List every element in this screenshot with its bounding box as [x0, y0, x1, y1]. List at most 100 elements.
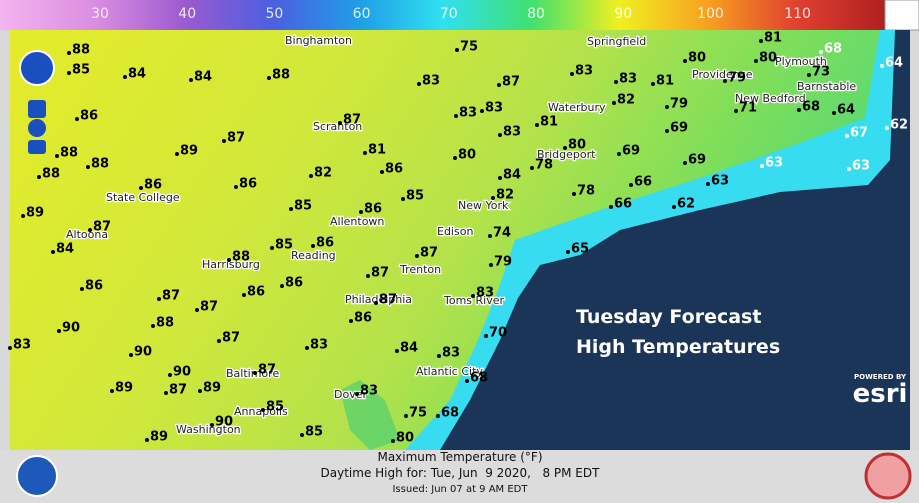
temperature: 68	[824, 42, 842, 57]
station-dot	[88, 228, 92, 232]
zoom-level[interactable]	[28, 119, 46, 137]
temperature: 87	[502, 75, 520, 90]
temperature: 69	[670, 121, 688, 136]
station-dot	[609, 205, 613, 209]
station-dot	[67, 71, 71, 75]
station-dot	[530, 166, 534, 170]
station-dot	[129, 353, 133, 357]
station-dot	[289, 207, 293, 211]
temperature: 89	[150, 430, 168, 445]
station-dot	[195, 308, 199, 312]
station-dot	[415, 254, 419, 258]
temperature: 85	[266, 400, 284, 415]
station-dot	[498, 176, 502, 180]
temperature: 81	[368, 143, 386, 158]
place-name: State College	[106, 191, 180, 204]
station-dot	[55, 154, 59, 158]
temperature: 81	[764, 31, 782, 46]
temperature: 64	[837, 103, 855, 118]
scale-label: 80	[527, 6, 545, 22]
temperature: 84	[503, 168, 521, 183]
zoom-in[interactable]	[28, 100, 46, 118]
station-dot	[465, 379, 469, 383]
station-dot	[395, 349, 399, 353]
temperature: 87	[162, 289, 180, 304]
station-dot	[123, 75, 127, 79]
temperature: 86	[285, 276, 303, 291]
temperature: 65	[571, 242, 589, 257]
temperature: 83	[619, 72, 637, 87]
station-dot	[797, 108, 801, 112]
temperature: 79	[670, 97, 688, 112]
temperature: 89	[203, 381, 221, 396]
temperature: 86	[239, 177, 257, 192]
station-dot	[391, 439, 395, 443]
temperature: 66	[634, 175, 652, 190]
station-dot	[488, 234, 492, 238]
place-name: Reading	[291, 249, 336, 262]
scale-label: 90	[614, 6, 632, 22]
station-dot	[885, 126, 889, 130]
station-dot	[168, 373, 172, 377]
noaa-logo[interactable]	[16, 455, 58, 497]
temperature: 88	[272, 68, 290, 83]
ocean	[440, 30, 910, 450]
station-dot	[355, 392, 359, 396]
station-dot	[417, 82, 421, 86]
temperature: 83	[422, 74, 440, 89]
scale-label: 40	[178, 6, 196, 22]
station-dot	[807, 73, 811, 77]
place-name: Philadelphia	[345, 293, 412, 306]
temperature: 87	[420, 246, 438, 261]
station-dot	[86, 165, 90, 169]
place-name: Waterbury	[548, 101, 606, 114]
temperature: 84	[128, 67, 146, 82]
station-dot	[374, 301, 378, 305]
nws-logo[interactable]	[864, 452, 912, 500]
zoom-out[interactable]	[28, 140, 46, 154]
place-name: Bridgeport	[537, 148, 596, 161]
temperature: 63	[765, 156, 783, 171]
temperature: 64	[885, 56, 903, 71]
temperature: 89	[180, 144, 198, 159]
place-name: Binghamton	[285, 34, 352, 47]
place-name: Baltimore	[226, 367, 279, 380]
map-title: Tuesday Forecast	[576, 306, 761, 328]
place-name: Dover	[334, 388, 367, 401]
temperature: 89	[115, 381, 133, 396]
temperature: 83	[503, 125, 521, 140]
station-dot	[8, 346, 12, 350]
temperature: 62	[677, 197, 695, 212]
place-name: Plymouth	[775, 55, 827, 68]
pan-control[interactable]	[19, 50, 55, 86]
station-dot	[242, 293, 246, 297]
scale-label: 30	[91, 6, 109, 22]
temperature: 86	[354, 311, 372, 326]
temperature: 68	[802, 100, 820, 115]
place-name: New York	[458, 199, 509, 212]
temperature: 80	[568, 138, 586, 153]
station-dot	[75, 117, 79, 121]
place-name: Harrisburg	[202, 258, 260, 271]
coastal-land	[340, 380, 400, 450]
temperature: 86	[364, 202, 382, 217]
temperature: 70	[489, 326, 507, 341]
station-dot	[210, 423, 214, 427]
temperature: 84	[56, 242, 74, 257]
place-name: Springfield	[587, 35, 646, 48]
station-dot	[436, 414, 440, 418]
station-dot	[139, 186, 143, 190]
station-dot	[819, 50, 823, 54]
temperature: 84	[400, 341, 418, 356]
color-scale	[0, 0, 885, 30]
station-dot	[305, 346, 309, 350]
station-dot	[614, 80, 618, 84]
temperature: 90	[215, 415, 233, 430]
scale-label: 50	[265, 6, 283, 22]
footer-line: Daytime High for: Tue, Jun 9 2020, 8 PM …	[321, 466, 601, 480]
station-dot	[253, 371, 257, 375]
temperature: 81	[540, 115, 558, 130]
station-dot	[311, 244, 315, 248]
